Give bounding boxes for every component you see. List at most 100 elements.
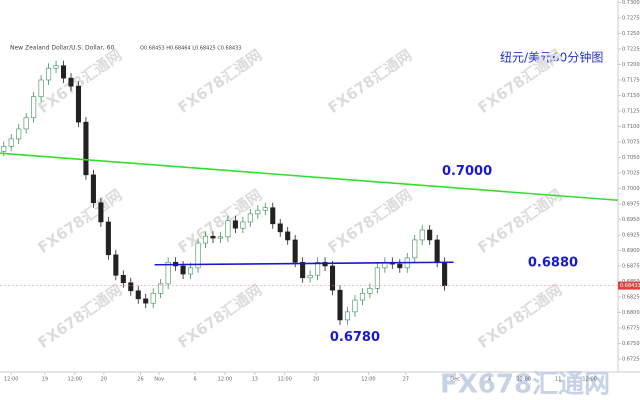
trend-line [154,261,454,266]
candle-body [158,283,164,294]
trend-line [0,152,619,202]
candle-body [1,146,7,152]
candle-body [344,311,351,321]
x-tick-label: 12:00 [582,377,596,383]
last-price-box [618,281,640,290]
candle-body [46,67,52,81]
candle-body [270,207,276,225]
candle-body [31,96,37,119]
annotation: 0.7000 [442,164,492,179]
candle-body [434,239,440,263]
candle-body [195,242,201,269]
ohlc-label: O0.68453 H0.68464 L0.68425 C0.68433 [140,46,241,52]
candle-body [337,289,343,321]
candle-body [292,239,298,263]
candle-body [53,65,59,69]
logo: FX678汇通网 [440,370,610,400]
subtitle: 纽元/美元60分钟图 [500,50,603,65]
candle-body [232,220,238,229]
candle-body [83,121,89,176]
candle-body [105,221,111,256]
candle-body [210,235,216,239]
candle-body [352,299,358,313]
candle-body [38,79,44,98]
candle-body [442,261,448,286]
candle-body [217,236,223,239]
candle-body [315,261,321,276]
candle-body [359,292,365,301]
candle-body [329,265,336,291]
candle-body [90,174,96,204]
candle-body [374,267,380,289]
candle-body [240,221,246,229]
candle-body [180,265,186,275]
x-tick-label: Nov [154,377,164,383]
annotation: 0.6880 [528,255,578,270]
candle-body [23,117,29,130]
candle-body [60,65,67,79]
candle-body [188,267,194,275]
chart-title: New Zealand Dollar/U.S. Dollar, 60 [10,45,114,52]
candle-body [367,287,373,294]
candle-body [16,128,22,140]
y-tick-label: 0.73000 [622,0,640,6]
x-tick-label: 12:00 [4,377,18,383]
candle-body [202,235,209,244]
x-tick-label: 19 [42,377,48,383]
candle-body [225,220,231,238]
x-tick-label: 4 [488,377,491,383]
candle-body [397,263,403,269]
candle-body [128,282,134,292]
candle-body [419,229,425,241]
x-tick-label: 20 [313,377,319,383]
x-tick-label: Dec [450,377,460,383]
candle-body [277,223,283,233]
candle-body [412,239,418,259]
candle-body [262,207,268,211]
candle-body [247,213,253,223]
x-tick-label: 12:00 [361,377,375,383]
candle-body [255,209,261,215]
candle-body [285,231,291,241]
x-tick-label: 11 [555,377,561,383]
last-price-label: 0.68433 [620,283,640,289]
x-tick-label: 20 [101,377,107,383]
candle-body [427,229,433,241]
candle-body [135,290,141,300]
candle-body [150,292,156,304]
candle-body [98,202,104,223]
x-tick-label: 12:00 [218,377,232,383]
x-tick-label: 26 [137,377,143,383]
x-tick-label: 13 [252,377,258,383]
x-tick-label: 6 [193,377,196,383]
x-tick-label: 12:00 [517,377,531,383]
x-tick-label: 27 [403,377,409,383]
candle-body [165,261,171,285]
candle-body [68,77,74,87]
candle-body [8,138,14,147]
annotation: 0.6780 [330,330,380,345]
